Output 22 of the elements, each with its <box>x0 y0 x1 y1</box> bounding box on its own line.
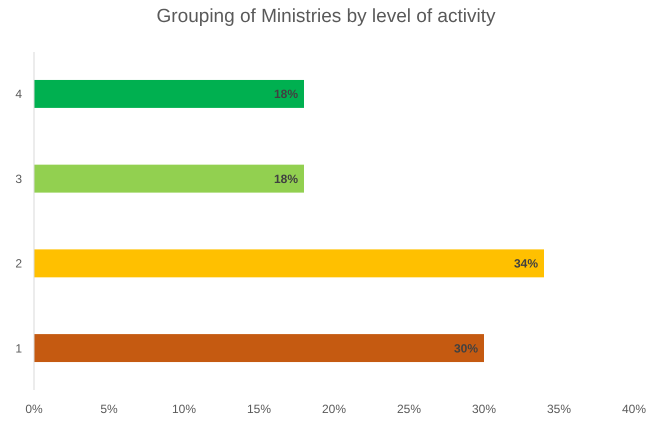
x-tick-label: 30% <box>472 402 496 416</box>
bar <box>34 249 544 278</box>
y-tick-label: 4 <box>15 87 22 102</box>
x-tick-label: 25% <box>396 402 422 416</box>
bar <box>34 80 304 108</box>
data-label: 18% <box>274 87 298 102</box>
x-tick-label: 15% <box>246 402 272 416</box>
data-label: 34% <box>514 256 538 271</box>
y-tick-label: 1 <box>15 341 22 356</box>
bar <box>34 164 304 193</box>
y-tick-label: 2 <box>15 256 22 271</box>
x-tick-label: 40% <box>622 402 646 416</box>
x-tick-label: 20% <box>322 402 346 416</box>
y-tick-label: 3 <box>15 172 22 186</box>
x-tick-label: 10% <box>172 402 196 416</box>
x-tick-label: 0% <box>25 402 43 416</box>
data-label: 30% <box>454 341 478 356</box>
x-tick-label: 5% <box>100 402 118 416</box>
bar <box>34 334 484 362</box>
chart-title: Grouping of Ministries by level of activity <box>156 6 496 27</box>
x-tick-label: 35% <box>546 402 572 416</box>
data-label: 18% <box>274 172 298 186</box>
